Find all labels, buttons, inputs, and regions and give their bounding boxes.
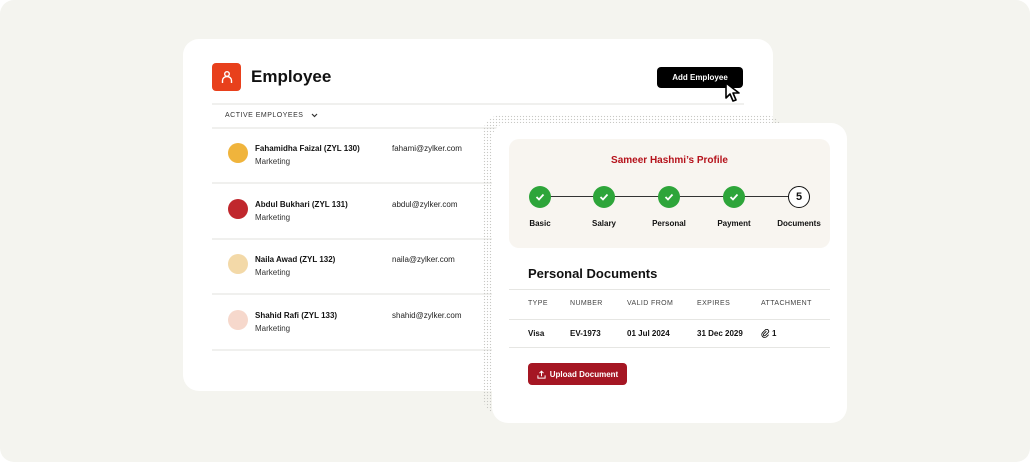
chevron-down-icon bbox=[311, 113, 318, 118]
page-title: Employee bbox=[251, 67, 332, 86]
employee-row[interactable]: Fahamidha Faizal (ZYL 130) Marketing fah… bbox=[212, 127, 772, 182]
paperclip-icon bbox=[761, 329, 770, 338]
employee-department: Marketing bbox=[255, 323, 291, 333]
check-icon bbox=[664, 193, 674, 201]
upload-label: Upload Document bbox=[549, 369, 619, 379]
doc-expires: 31 Dec 2029 bbox=[697, 329, 743, 338]
employee-department: Marketing bbox=[255, 157, 291, 166]
employee-email: shahid@zylker.com bbox=[392, 310, 462, 320]
header-attachment: ATTACHMENT bbox=[761, 300, 812, 307]
divider bbox=[509, 347, 830, 348]
employee-name: Shahid Rafi (ZYL 133) bbox=[255, 310, 338, 320]
divider bbox=[509, 319, 830, 320]
person-icon bbox=[221, 71, 232, 83]
doc-attachment[interactable]: 1 bbox=[761, 329, 776, 338]
doc-valid-from: 01 Jul 2024 bbox=[627, 329, 670, 338]
step-label: Personal bbox=[652, 219, 686, 228]
employee-name: Abdul Bukhari (ZYL 131) bbox=[255, 199, 348, 209]
documents-title: Personal Documents bbox=[528, 266, 658, 281]
step-label: Documents bbox=[777, 219, 821, 228]
header-type: TYPE bbox=[528, 300, 548, 307]
employee-department: Marketing bbox=[255, 268, 291, 277]
upload-document-button[interactable]: Upload Document bbox=[528, 363, 627, 385]
step-salary[interactable] bbox=[593, 186, 615, 208]
employee-row[interactable]: Abdul Bukhari (ZYL 131) Marketing abdul@… bbox=[212, 183, 772, 238]
doc-type: Visa bbox=[528, 329, 545, 338]
employee-email: naila@zylker.com bbox=[392, 255, 455, 264]
employee-name: Fahamidha Faizal (ZYL 130) bbox=[255, 144, 360, 153]
check-icon bbox=[599, 193, 609, 201]
divider bbox=[212, 103, 744, 105]
header-valid-from: VALID FROM bbox=[627, 300, 674, 307]
step-basic[interactable] bbox=[529, 186, 551, 208]
employee-department: Marketing bbox=[255, 212, 291, 222]
header-number: NUMBER bbox=[570, 300, 603, 307]
profile-progress-panel: Sameer Hashmi’s Profile Basic Salary Per… bbox=[509, 139, 830, 248]
check-icon bbox=[535, 193, 545, 201]
avatar bbox=[228, 143, 248, 163]
avatar bbox=[228, 309, 248, 330]
step-label: Salary bbox=[591, 219, 617, 228]
step-documents[interactable]: 5 bbox=[788, 186, 810, 208]
employee-row[interactable]: Shahid Rafi (ZYL 133) Marketing shahid@z… bbox=[212, 294, 772, 349]
step-personal[interactable] bbox=[658, 186, 680, 208]
divider bbox=[509, 289, 830, 290]
check-icon bbox=[729, 193, 739, 201]
attachment-count: 1 bbox=[772, 329, 777, 338]
employee-email: fahami@zylker.com bbox=[392, 144, 462, 153]
avatar bbox=[228, 198, 248, 219]
filter-label: ACTIVE EMPLOYEES bbox=[225, 112, 304, 119]
step-label: Basic bbox=[529, 219, 551, 228]
header-expires: EXPIRES bbox=[697, 300, 731, 307]
step-payment[interactable] bbox=[723, 186, 745, 208]
profile-title: Sameer Hashmi’s Profile bbox=[611, 155, 728, 166]
employee-row[interactable]: Naila Awad (ZYL 132) Marketing naila@zyl… bbox=[212, 238, 772, 293]
upload-icon bbox=[537, 369, 546, 379]
profile-card: Sameer Hashmi’s Profile Basic Salary Per… bbox=[492, 123, 847, 423]
employee-email: abdul@zylker.com bbox=[392, 199, 458, 209]
employee-app-icon bbox=[212, 63, 241, 91]
step-label: Payment bbox=[717, 219, 751, 228]
cursor-icon bbox=[725, 82, 740, 102]
active-employees-filter[interactable]: ACTIVE EMPLOYEES bbox=[225, 112, 318, 119]
doc-number: EV-1973 bbox=[570, 329, 601, 338]
employee-name: Naila Awad (ZYL 132) bbox=[255, 255, 336, 264]
step-number: 5 bbox=[795, 191, 803, 203]
add-employee-button[interactable]: Add Employee bbox=[657, 67, 743, 88]
avatar bbox=[228, 254, 248, 274]
